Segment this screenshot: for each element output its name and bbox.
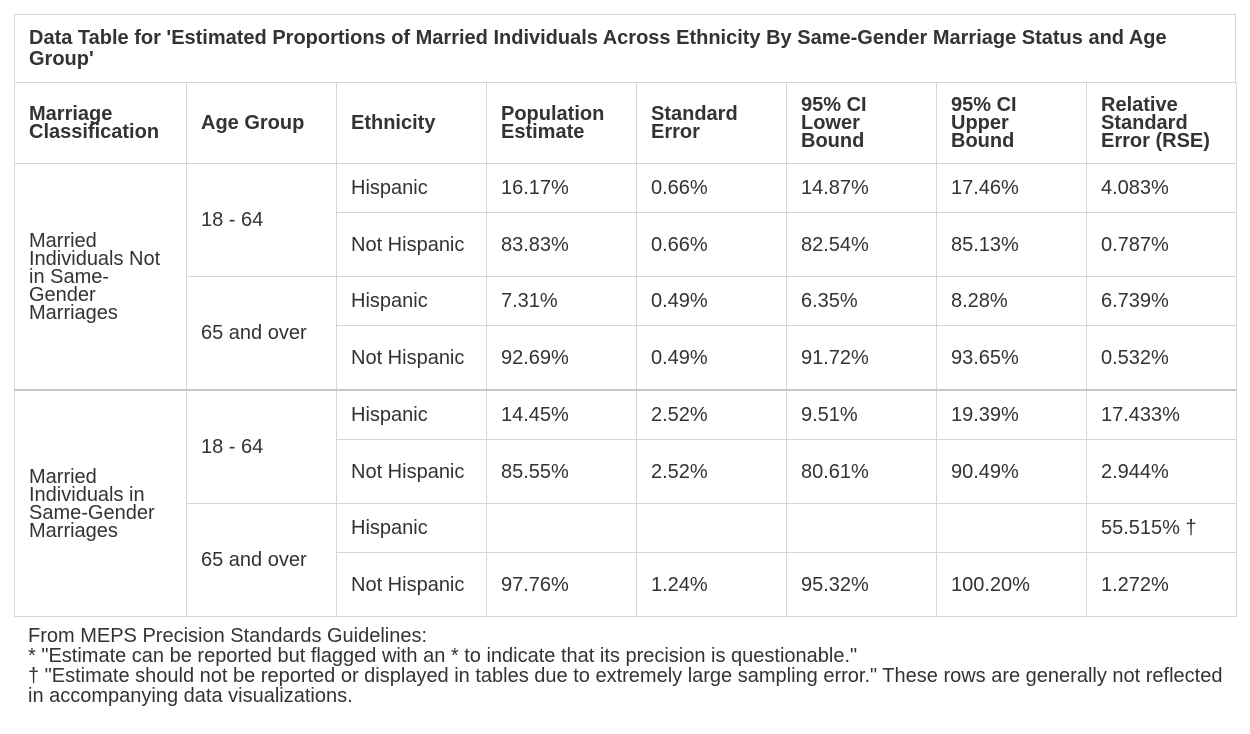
ethnicity-cell: Not Hispanic	[336, 325, 487, 391]
marriage-classification-cell: Married Individuals in Same-Gender Marri…	[14, 389, 187, 617]
age-group-cell: 65 and over	[186, 276, 337, 391]
ethnicity-cell: Hispanic	[336, 276, 487, 326]
column-header: Standard Error	[636, 82, 787, 164]
rse-cell: 4.083%	[1086, 163, 1237, 213]
estimate-cell	[486, 503, 637, 553]
rse-cell: 17.433%	[1086, 389, 1237, 440]
column-header: Ethnicity	[336, 82, 487, 164]
ci-upper-cell: 93.65%	[936, 325, 1087, 391]
table-row: 65 and over Hispanic 7.31% 0.49% 6.35% 8…	[15, 276, 1237, 391]
estimate-cell: 16.17%	[486, 163, 637, 213]
ci-upper-cell: 85.13%	[936, 212, 1087, 277]
ci-lower-cell: 82.54%	[786, 212, 937, 277]
footnote-dagger: † "Estimate should not be reported or di…	[28, 665, 1223, 707]
table-title: Data Table for 'Estimated Proportions of…	[14, 14, 1236, 82]
column-header: 95% CI Lower Bound	[786, 82, 937, 164]
table-row: 65 and over Hispanic 55.515% †	[15, 503, 1237, 617]
estimate-cell: 14.45%	[486, 389, 637, 440]
rse-cell: 0.787%	[1086, 212, 1237, 277]
data-table: Marriage Classification Age Group Ethnic…	[14, 82, 1237, 617]
se-cell: 0.66%	[636, 163, 787, 213]
ci-upper-cell: 100.20%	[936, 552, 1087, 617]
table-row: Married Individuals in Same-Gender Marri…	[14, 389, 1237, 617]
se-cell: 0.49%	[636, 276, 787, 326]
se-cell: 0.49%	[636, 325, 787, 391]
footnote-source: From MEPS Precision Standards Guidelines…	[28, 625, 428, 647]
table-row: Not Hispanic 97.76% 1.24% 95.32% 100.20%…	[15, 552, 1237, 617]
ci-upper-cell	[936, 503, 1087, 553]
ci-upper-cell: 19.39%	[936, 389, 1087, 440]
table-row: Not Hispanic 92.69% 0.49% 91.72% 93.65% …	[15, 325, 1237, 391]
column-header: Relative Standard Error (RSE)	[1086, 82, 1237, 164]
rse-cell: 6.739%	[1086, 276, 1237, 326]
se-cell	[636, 503, 787, 553]
ci-lower-cell: 9.51%	[786, 389, 937, 440]
footnotes: From MEPS Precision Standards Guidelines…	[28, 626, 1228, 706]
ci-lower-cell: 14.87%	[786, 163, 937, 213]
ethnicity-cell: Hispanic	[336, 163, 487, 213]
column-header: 95% CI Upper Bound	[936, 82, 1087, 164]
ci-upper-cell: 90.49%	[936, 439, 1087, 504]
estimate-cell: 97.76%	[486, 552, 637, 617]
se-cell: 2.52%	[636, 389, 787, 440]
column-header: Population Estimate	[486, 82, 637, 164]
ci-lower-cell: 95.32%	[786, 552, 937, 617]
data-table-container: Data Table for 'Estimated Proportions of…	[14, 14, 1237, 617]
age-group-cell: 18 - 64	[186, 163, 337, 277]
se-cell: 0.66%	[636, 212, 787, 277]
ethnicity-cell: Hispanic	[336, 503, 487, 553]
table-row: Not Hispanic 83.83% 0.66% 82.54% 85.13% …	[15, 212, 1237, 277]
ci-upper-cell: 8.28%	[936, 276, 1087, 326]
rse-cell: 55.515% †	[1086, 503, 1237, 553]
ci-lower-cell: 80.61%	[786, 439, 937, 504]
table-row: Not Hispanic 85.55% 2.52% 80.61% 90.49% …	[15, 439, 1237, 504]
marriage-classification-cell: Married Individuals Not in Same-Gender M…	[14, 163, 187, 391]
rse-cell: 1.272%	[1086, 552, 1237, 617]
ci-lower-cell: 91.72%	[786, 325, 937, 391]
ethnicity-cell: Not Hispanic	[336, 439, 487, 504]
estimate-cell: 83.83%	[486, 212, 637, 277]
column-header: Age Group	[186, 82, 337, 164]
estimate-cell: 92.69%	[486, 325, 637, 391]
se-cell: 2.52%	[636, 439, 787, 504]
age-group-cell: 18 - 64	[186, 389, 337, 504]
rse-cell: 0.532%	[1086, 325, 1237, 391]
footnote-asterisk: * "Estimate can be reported but flagged …	[28, 645, 858, 667]
ci-lower-cell	[786, 503, 937, 553]
ethnicity-cell: Not Hispanic	[336, 552, 487, 617]
age-group-cell: 65 and over	[186, 503, 337, 617]
ethnicity-cell: Hispanic	[336, 389, 487, 440]
se-cell: 1.24%	[636, 552, 787, 617]
header-row: Marriage Classification Age Group Ethnic…	[14, 82, 1237, 164]
rse-cell: 2.944%	[1086, 439, 1237, 504]
ci-lower-cell: 6.35%	[786, 276, 937, 326]
table-row: Married Individuals Not in Same-Gender M…	[14, 163, 1237, 391]
estimate-cell: 7.31%	[486, 276, 637, 326]
estimate-cell: 85.55%	[486, 439, 637, 504]
ethnicity-cell: Not Hispanic	[336, 212, 487, 277]
ci-upper-cell: 17.46%	[936, 163, 1087, 213]
column-header: Marriage Classification	[14, 82, 187, 164]
